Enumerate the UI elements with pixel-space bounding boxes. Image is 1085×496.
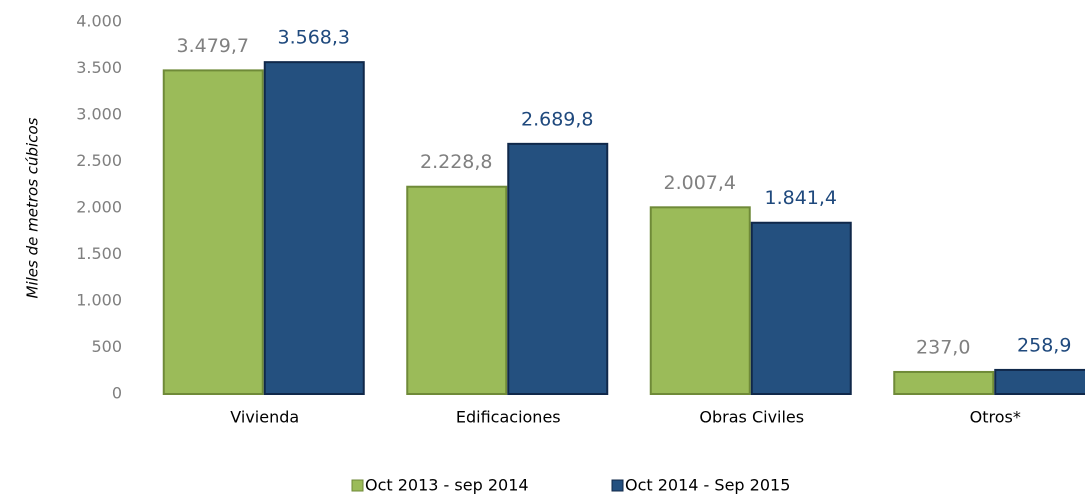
y-tick-label: 4.000 xyxy=(76,12,122,31)
legend-label: Oct 2014 - Sep 2015 xyxy=(625,476,790,495)
y-tick-label: 2.500 xyxy=(76,151,122,170)
y-tick-label: 1.000 xyxy=(76,291,122,310)
y-tick-label: 0 xyxy=(112,384,122,403)
bar xyxy=(263,61,365,395)
y-tick-label: 3.000 xyxy=(76,105,122,124)
bar xyxy=(893,370,995,396)
legend-label: Oct 2013 - sep 2014 xyxy=(365,476,529,495)
value-label: 258,9 xyxy=(1017,334,1071,356)
value-label: 2.228,8 xyxy=(420,151,493,173)
y-tick-label: 500 xyxy=(91,337,122,356)
legend-swatch xyxy=(351,479,364,492)
x-tick-label: Obras Civiles xyxy=(699,408,804,427)
bar xyxy=(406,185,508,395)
x-tick-label: Edificaciones xyxy=(456,408,561,427)
value-label: 3.479,7 xyxy=(176,35,249,57)
bar xyxy=(750,221,852,395)
value-label: 2.689,8 xyxy=(521,108,594,130)
legend-swatch xyxy=(611,479,624,492)
value-label: 3.568,3 xyxy=(277,27,350,49)
y-tick-label: 2.000 xyxy=(76,198,122,217)
x-tick-label: Vivienda xyxy=(230,408,299,427)
value-label: 1.841,4 xyxy=(764,187,837,209)
value-label: 237,0 xyxy=(916,336,970,358)
bar xyxy=(649,206,751,395)
bar xyxy=(994,368,1085,396)
y-tick-label: 3.500 xyxy=(76,58,122,77)
bar xyxy=(507,142,609,395)
value-label: 2.007,4 xyxy=(663,172,736,194)
x-tick-label: Otros* xyxy=(970,408,1021,427)
bar xyxy=(162,69,264,395)
y-axis-title: Miles de metros cúbicos xyxy=(24,117,42,298)
y-tick-label: 1.500 xyxy=(76,244,122,263)
